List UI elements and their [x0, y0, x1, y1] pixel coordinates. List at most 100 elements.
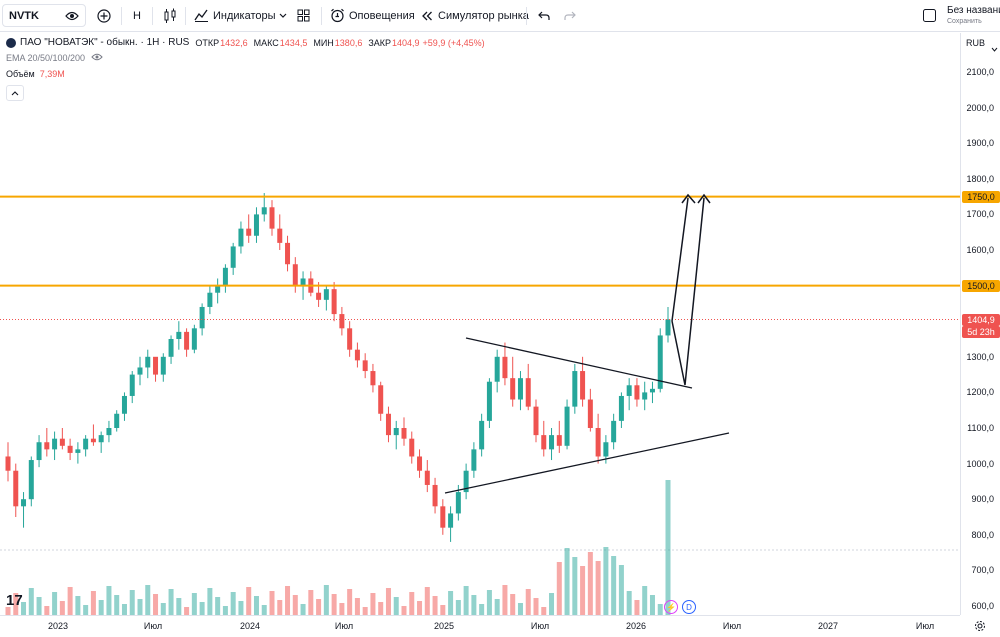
dividend-event-icon[interactable]: D [682, 600, 696, 614]
candle-body [222, 267, 228, 286]
volume-bar [424, 587, 430, 615]
volume-bar [618, 565, 624, 615]
volume-bar [36, 597, 42, 615]
gear-icon [974, 619, 986, 637]
candle-body [323, 289, 329, 300]
undo-button[interactable] [538, 0, 552, 31]
price-chart[interactable] [0, 33, 960, 615]
tradingview-logo[interactable]: 17 [6, 592, 23, 609]
candle-body [580, 371, 586, 400]
legend-title[interactable]: ПАО "НОВАТЭК" - обыкн. · 1Н · RUS [20, 37, 190, 48]
volume-bar [354, 598, 360, 615]
upper-trendline [465, 337, 693, 389]
toolbar-divider [152, 7, 153, 25]
volume-bar [665, 480, 671, 615]
indicators-chevron-icon[interactable] [279, 0, 289, 31]
candle-body [215, 285, 221, 293]
candle-body [114, 413, 120, 428]
candle-body [618, 395, 624, 421]
volume-bar [222, 606, 228, 615]
volume-bar [494, 599, 500, 615]
candle-body [626, 385, 632, 396]
redo-button[interactable] [564, 0, 578, 31]
compare-add-button[interactable] [94, 0, 114, 31]
layout-name[interactable]: Без названия [947, 5, 1000, 16]
volume-bar [626, 591, 632, 615]
candle-body [184, 331, 190, 350]
eye-icon[interactable] [91, 53, 103, 63]
indicators-button[interactable]: Индикаторы [194, 0, 276, 31]
alerts-button[interactable]: Оповещения [330, 0, 415, 31]
candle-body [168, 339, 174, 357]
legend-volume-row[interactable]: Объём 7,39М [6, 69, 65, 79]
candle-body [176, 331, 182, 339]
currency-label[interactable]: RUB [966, 38, 986, 48]
volume-bar [486, 590, 492, 615]
volume-bar [541, 607, 547, 615]
candle-body [106, 428, 112, 436]
volume-bar [292, 595, 298, 615]
price-tick-label: 1100,0 [967, 423, 994, 433]
chart-legend: ПАО "НОВАТЭК" - обыкн. · 1Н · RUS ОТКР 1… [0, 33, 960, 103]
volume-bar [207, 588, 213, 615]
candle-body [59, 438, 65, 446]
candle-body [362, 360, 368, 372]
top-toolbar: NVTK H Индикаторы Оповещения Симулятор р… [0, 0, 1000, 32]
volume-bar [308, 590, 314, 615]
candle-body [549, 435, 555, 450]
candle-body [277, 228, 283, 243]
lower-trendline [444, 432, 730, 494]
time-axis[interactable]: 2023 Июл 2024 Июл 2025 Июл 2026 Июл 2027 Июл [0, 615, 960, 636]
volume-bar [331, 594, 337, 615]
volume-bar [533, 598, 539, 615]
volume-bar [199, 602, 205, 615]
volume-bar [549, 593, 555, 615]
candle-body [634, 385, 640, 400]
volume-bar [90, 591, 96, 615]
save-status[interactable]: Сохранить [947, 18, 982, 25]
legend-collapse-button[interactable] [6, 85, 24, 101]
alarm-clock-icon [330, 8, 345, 23]
candle-body [642, 392, 648, 400]
volume-bar [191, 593, 197, 615]
volume-bar [502, 585, 508, 615]
volume-bar [13, 593, 19, 615]
candle-body [603, 442, 609, 457]
volume-bar [106, 586, 112, 615]
volume-bar [176, 598, 182, 615]
candle-body [52, 438, 58, 450]
projection-arrowheads [681, 193, 711, 204]
price-tick-label: 1600,0 [966, 245, 994, 255]
candle-body [238, 228, 244, 247]
candle-body [13, 470, 19, 507]
chart-type-button[interactable] [161, 0, 179, 31]
volume-bar [323, 585, 329, 615]
candle-body [153, 356, 159, 375]
templates-button[interactable] [297, 0, 313, 31]
candle-body [572, 371, 578, 407]
layout-checkbox[interactable] [923, 0, 937, 31]
legend-ema-row[interactable]: EMA 20/50/100/200 [6, 53, 103, 63]
symbol-search[interactable]: NVTK [2, 4, 86, 27]
grid-icon [297, 9, 310, 22]
lightning-event-icon[interactable]: ⚡ [664, 600, 678, 614]
candle-body [137, 367, 143, 375]
volume-bar [277, 600, 283, 615]
candle-body [401, 428, 407, 439]
price-axis[interactable]: RUB 2100,0 2000,0 1900,0 1800,0 1700,0 1600,0… [960, 33, 1000, 615]
interval-button[interactable]: H [130, 0, 144, 31]
candle-body [246, 228, 252, 236]
toolbar-divider [121, 7, 122, 25]
candle-body [292, 264, 298, 286]
axis-settings-button[interactable] [962, 617, 998, 633]
candle-body [541, 435, 547, 450]
candle-body [564, 406, 570, 446]
volume-bar [145, 585, 151, 615]
rewind-icon [421, 11, 433, 21]
time-tick-label: Июл [143, 621, 163, 631]
last-price-label: 1404,9 [962, 314, 1000, 326]
candle-body [463, 470, 469, 493]
volume-bar [67, 587, 73, 615]
replay-button[interactable]: Симулятор рынка [421, 0, 529, 31]
currency-chevron-icon[interactable] [991, 39, 998, 57]
